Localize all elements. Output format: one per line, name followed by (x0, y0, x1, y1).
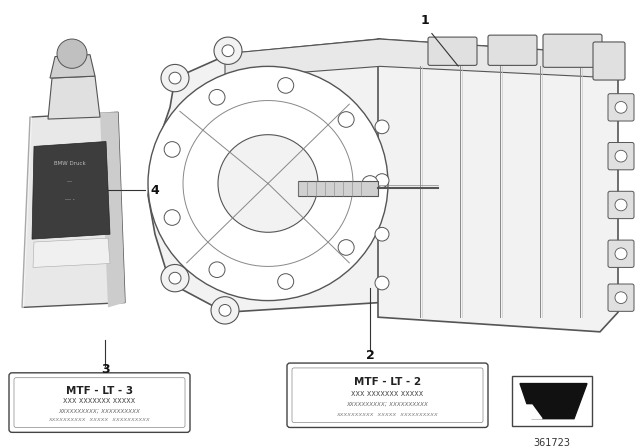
Circle shape (211, 297, 239, 324)
Circle shape (169, 72, 181, 84)
Circle shape (338, 240, 354, 255)
Circle shape (214, 37, 242, 65)
Circle shape (615, 199, 627, 211)
FancyBboxPatch shape (298, 181, 378, 196)
Text: BMW Druck: BMW Druck (54, 161, 86, 167)
Circle shape (338, 112, 354, 127)
FancyBboxPatch shape (9, 373, 190, 432)
Text: MTF - LT - 2: MTF - LT - 2 (354, 377, 421, 388)
FancyBboxPatch shape (543, 34, 602, 67)
Polygon shape (225, 39, 618, 78)
Circle shape (161, 264, 189, 292)
Polygon shape (32, 142, 110, 239)
Text: 4: 4 (150, 184, 159, 197)
Text: xxxxxxxxxx  xxxxx  xxxxxxxxxx: xxxxxxxxxx xxxxx xxxxxxxxxx (337, 412, 438, 417)
Text: 361723: 361723 (534, 438, 570, 448)
Polygon shape (378, 39, 618, 332)
Circle shape (218, 135, 318, 232)
Circle shape (148, 66, 388, 301)
FancyBboxPatch shape (608, 240, 634, 267)
Text: xxx xxxxxxx xxxxx: xxx xxxxxxx xxxxx (351, 389, 424, 398)
Circle shape (209, 262, 225, 277)
Circle shape (615, 292, 627, 304)
Polygon shape (520, 383, 587, 419)
Circle shape (278, 78, 294, 93)
Circle shape (164, 142, 180, 157)
Circle shape (278, 274, 294, 289)
Circle shape (219, 305, 231, 316)
FancyBboxPatch shape (608, 284, 634, 311)
Circle shape (169, 272, 181, 284)
Circle shape (375, 276, 389, 290)
Polygon shape (50, 55, 95, 78)
Text: xxx xxxxxxx xxxxx: xxx xxxxxxx xxxxx (63, 396, 136, 405)
Circle shape (57, 39, 87, 68)
Text: MTF - LT - 3: MTF - LT - 3 (66, 386, 133, 396)
Text: xxxxxxxxxx; xxxxxxxxxx: xxxxxxxxxx; xxxxxxxxxx (59, 407, 140, 413)
Circle shape (375, 174, 389, 187)
FancyBboxPatch shape (287, 363, 488, 427)
Circle shape (161, 65, 189, 92)
Circle shape (222, 45, 234, 56)
FancyBboxPatch shape (428, 37, 477, 65)
Polygon shape (148, 39, 380, 312)
FancyBboxPatch shape (608, 191, 634, 219)
FancyBboxPatch shape (14, 378, 185, 427)
Circle shape (375, 120, 389, 134)
Text: 1: 1 (420, 14, 429, 27)
Circle shape (615, 102, 627, 113)
FancyBboxPatch shape (608, 142, 634, 170)
Polygon shape (520, 405, 542, 419)
Text: xxxxxxxxxx  xxxxx  xxxxxxxxxx: xxxxxxxxxx xxxxx xxxxxxxxxx (49, 417, 150, 422)
Text: xxxxxxxxxx; xxxxxxxxxx: xxxxxxxxxx; xxxxxxxxxx (347, 401, 428, 406)
Circle shape (164, 210, 180, 225)
Text: 3: 3 (100, 363, 109, 376)
Text: 2: 2 (365, 349, 374, 362)
FancyBboxPatch shape (593, 42, 625, 80)
Circle shape (615, 150, 627, 162)
FancyBboxPatch shape (488, 35, 537, 65)
Polygon shape (22, 112, 125, 307)
Circle shape (375, 228, 389, 241)
FancyBboxPatch shape (608, 94, 634, 121)
FancyBboxPatch shape (292, 368, 483, 422)
Polygon shape (33, 238, 110, 267)
Circle shape (209, 90, 225, 105)
Text: --- -: --- - (65, 197, 75, 202)
Circle shape (362, 176, 378, 191)
Circle shape (615, 248, 627, 259)
Polygon shape (48, 76, 100, 119)
Text: ---: --- (67, 179, 73, 184)
FancyBboxPatch shape (512, 376, 592, 426)
Polygon shape (100, 112, 125, 307)
